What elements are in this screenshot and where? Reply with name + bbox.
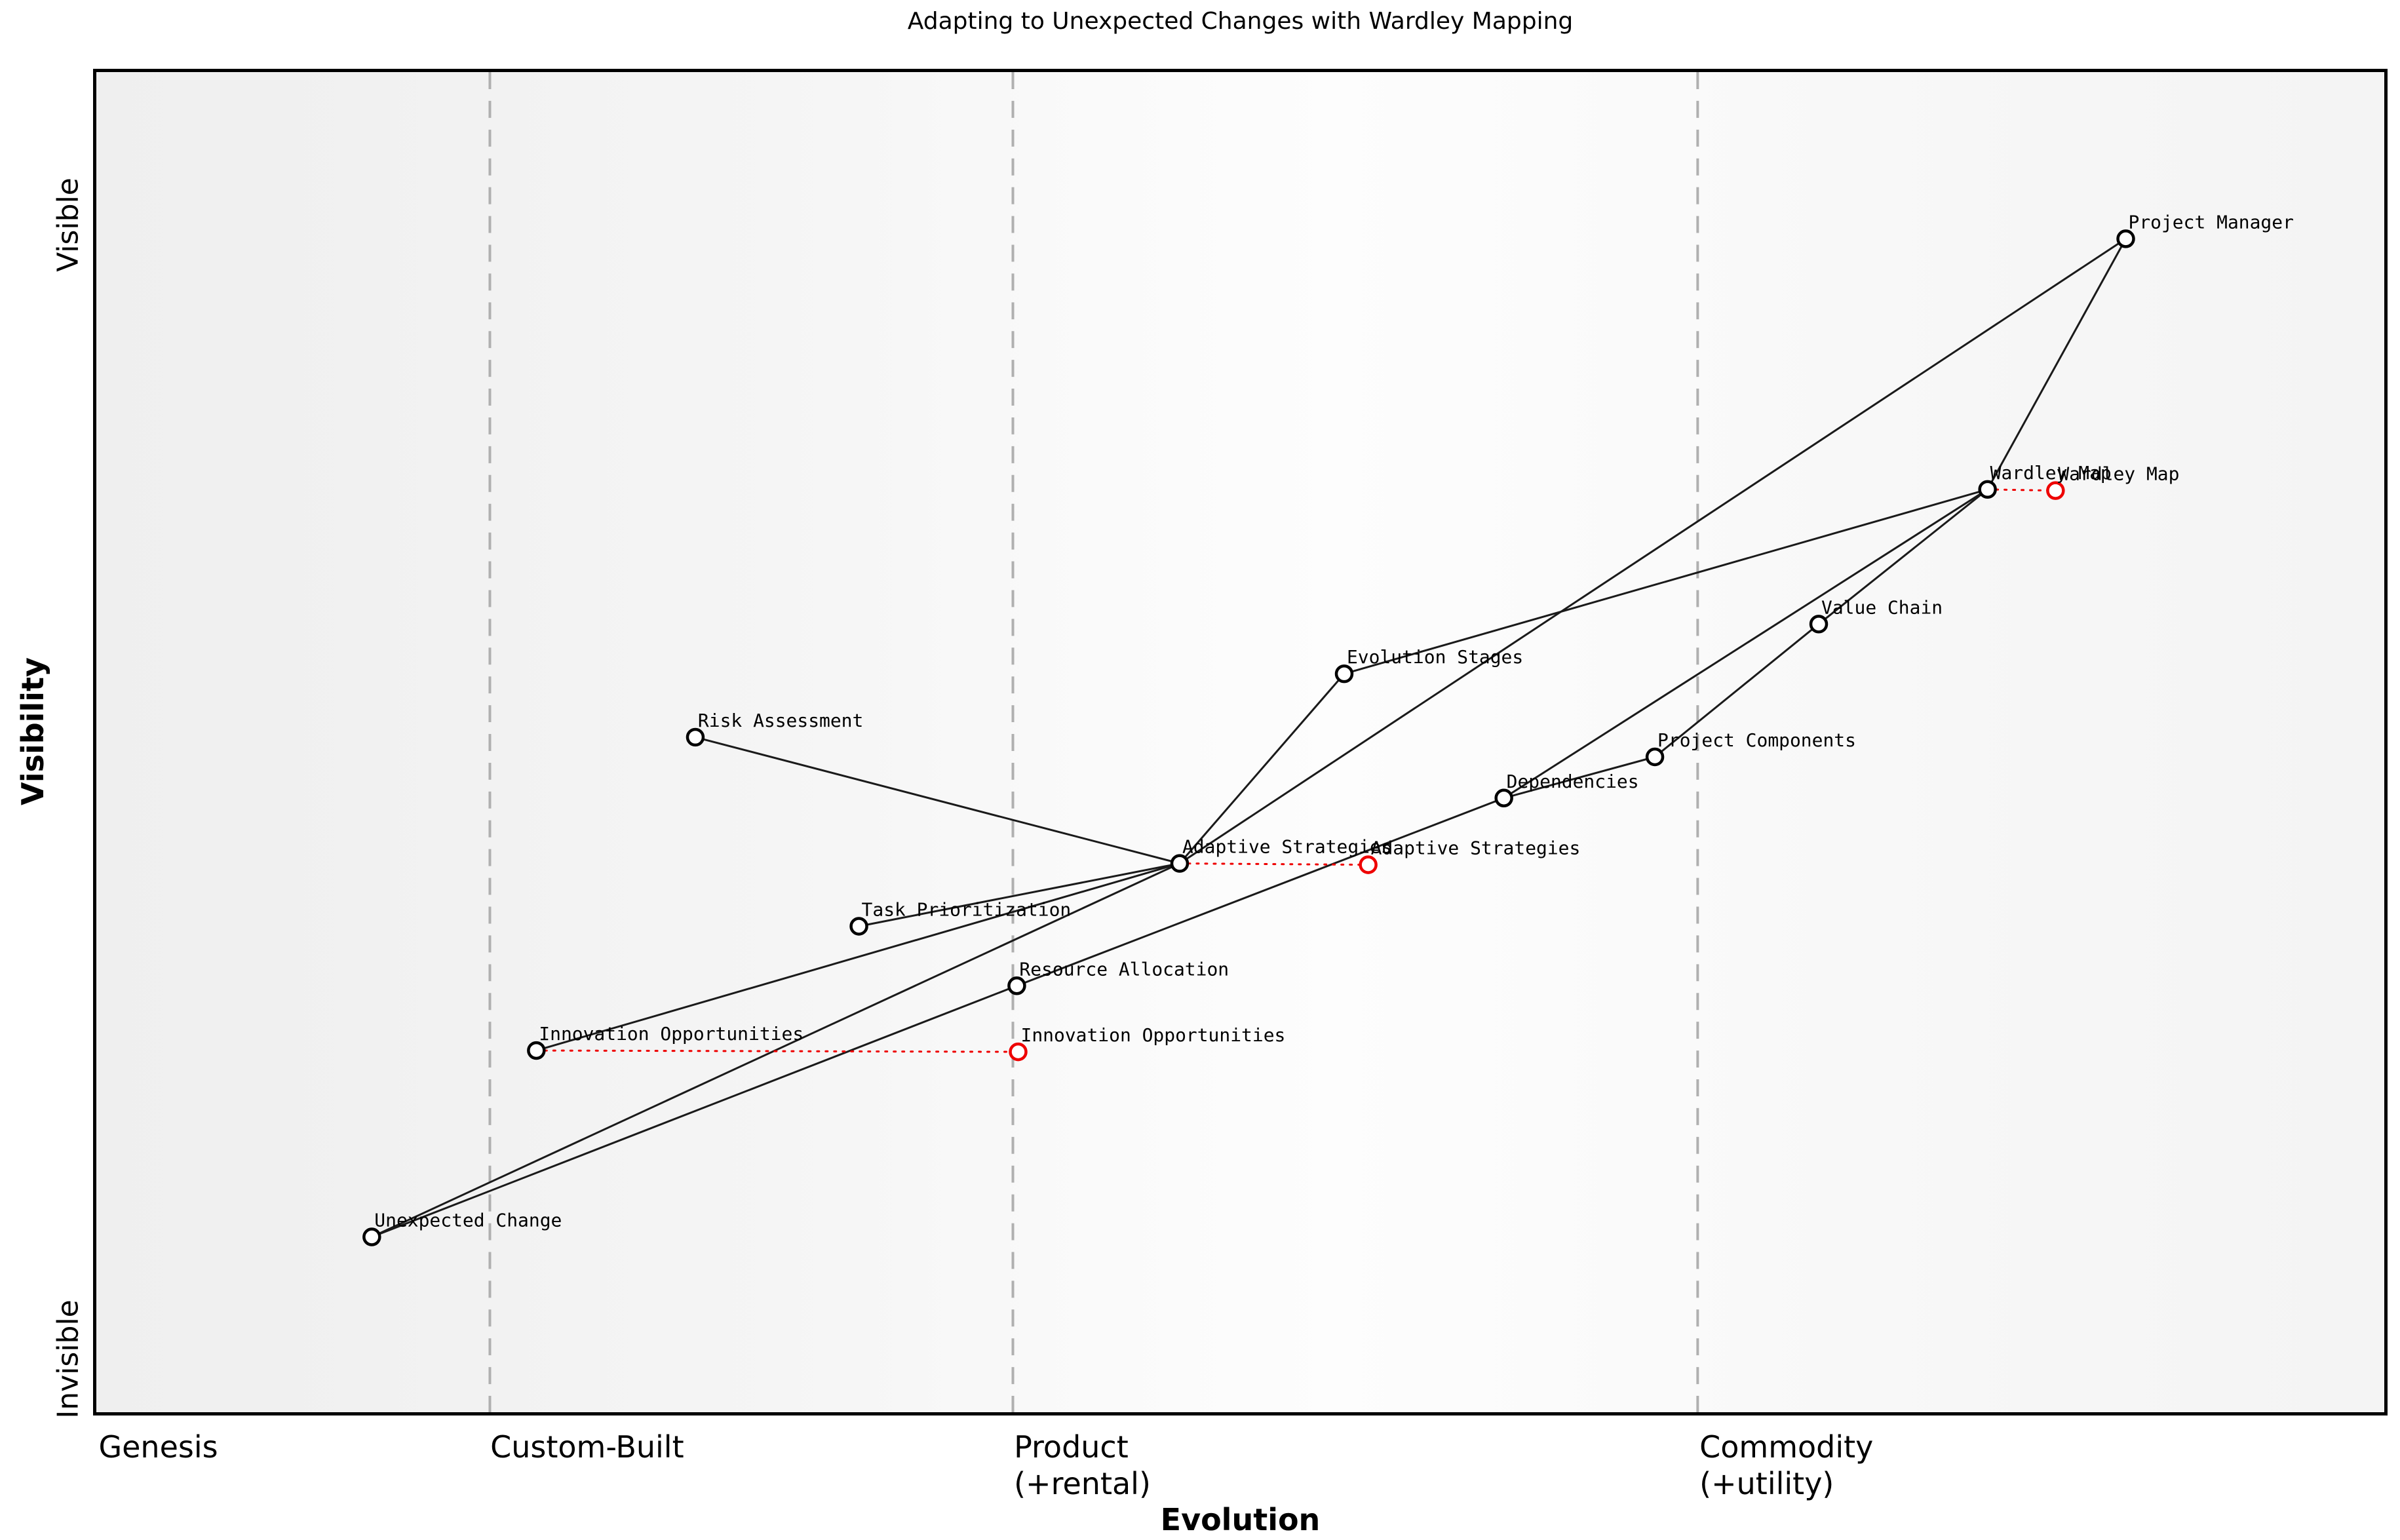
edge-adaptive_strategies-unexpected_change	[371, 862, 1180, 1238]
edge-dependencies-resource_allocation	[1016, 797, 1505, 987]
y-tick-invisible: Invisible	[51, 1299, 85, 1419]
node-label-unexpected_change: Unexpected Change	[374, 1210, 562, 1231]
edge-adaptive_strategies-risk_assessment	[695, 736, 1180, 865]
node-label-innovation_opportunities: Innovation Opportunities	[539, 1023, 803, 1045]
evolved-node-adaptive_strategies	[1359, 855, 1378, 874]
x-stage-label-product: Product (+rental)	[1014, 1429, 1151, 1502]
node-resource_allocation	[1007, 976, 1026, 995]
evolved-node-label-adaptive_strategies: Adaptive Strategies	[1371, 837, 1581, 859]
plot-area: Unexpected Change Innovation Opportunitie…	[93, 69, 2388, 1415]
node-label-risk_assessment: Risk Assessment	[698, 710, 863, 731]
evolved-node-label-wardley_map: Wardley Map	[2058, 463, 2179, 485]
movement-line-innovation_opportunities	[535, 1049, 1020, 1053]
x-axis-title: Evolution	[1160, 1502, 1321, 1537]
y-tick-visible: Visible	[51, 178, 85, 272]
node-wardley_map	[1978, 480, 1997, 499]
edge-project_components-dependencies	[1503, 756, 1655, 799]
y-axis-title: Visibility	[15, 657, 50, 805]
evolved-node-wardley_map	[2046, 481, 2065, 500]
node-label-project_manager: Project Manager	[2129, 211, 2294, 233]
node-label-wardley_map: Wardley Map	[1990, 462, 2112, 484]
node-innovation_opportunities	[527, 1041, 546, 1060]
x-stage-label-custom-built: Custom-Built	[490, 1429, 684, 1465]
node-label-evolution_stages: Evolution Stages	[1347, 646, 1523, 668]
x-stage-label-genesis: Genesis	[98, 1429, 218, 1465]
node-label-adaptive_strategies: Adaptive Strategies	[1182, 836, 1392, 858]
edge-wardley_map-dependencies	[1503, 488, 1988, 799]
node-label-project_components: Project Components	[1657, 729, 1856, 751]
node-unexpected_change	[362, 1227, 381, 1246]
node-value_chain	[1809, 615, 1829, 634]
node-label-task_prioritization: Task Prioritization	[862, 899, 1072, 921]
evolved-node-innovation_opportunities	[1009, 1042, 1028, 1062]
node-dependencies	[1494, 788, 1513, 807]
evolved-node-label-innovation_opportunities: Innovation Opportunities	[1021, 1024, 1286, 1046]
x-stage-label-commodity: Commodity (+utility)	[1699, 1429, 1874, 1502]
node-adaptive_strategies	[1170, 854, 1190, 873]
edge-wardley_map-evolution_stages	[1344, 488, 1988, 675]
node-project_components	[1645, 747, 1665, 767]
edge-adaptive_strategies-innovation_opportunities	[535, 862, 1180, 1052]
edge-adaptive_strategies-task_prioritization	[859, 862, 1180, 927]
edge-project_manager-wardley_map	[1986, 238, 2127, 490]
chart-title: Adapting to Unexpected Changes with Ward…	[907, 8, 1574, 35]
edge-wardley_map-value_chain	[1818, 488, 1988, 625]
node-evolution_stages	[1334, 664, 1354, 683]
edge-project_manager-adaptive_strategies	[1179, 238, 2127, 864]
edge-value_chain-project_components	[1654, 623, 1819, 758]
node-project_manager	[2116, 229, 2135, 248]
movement-line-wardley_map	[1986, 488, 2057, 492]
movement-line-adaptive_strategies	[1178, 862, 1370, 866]
node-label-dependencies: Dependencies	[1507, 771, 1639, 792]
node-label-resource_allocation: Resource Allocation	[1019, 958, 1229, 980]
node-risk_assessment	[686, 727, 705, 747]
map-canvas: Unexpected Change Innovation Opportunitie…	[362, 72, 2294, 1412]
edge-adaptive_strategies-evolution_stages	[1178, 673, 1345, 864]
node-label-value_chain: Value Chain	[1821, 596, 1943, 618]
node-task_prioritization	[849, 917, 868, 936]
edge-resource_allocation-unexpected_change	[371, 984, 1017, 1238]
